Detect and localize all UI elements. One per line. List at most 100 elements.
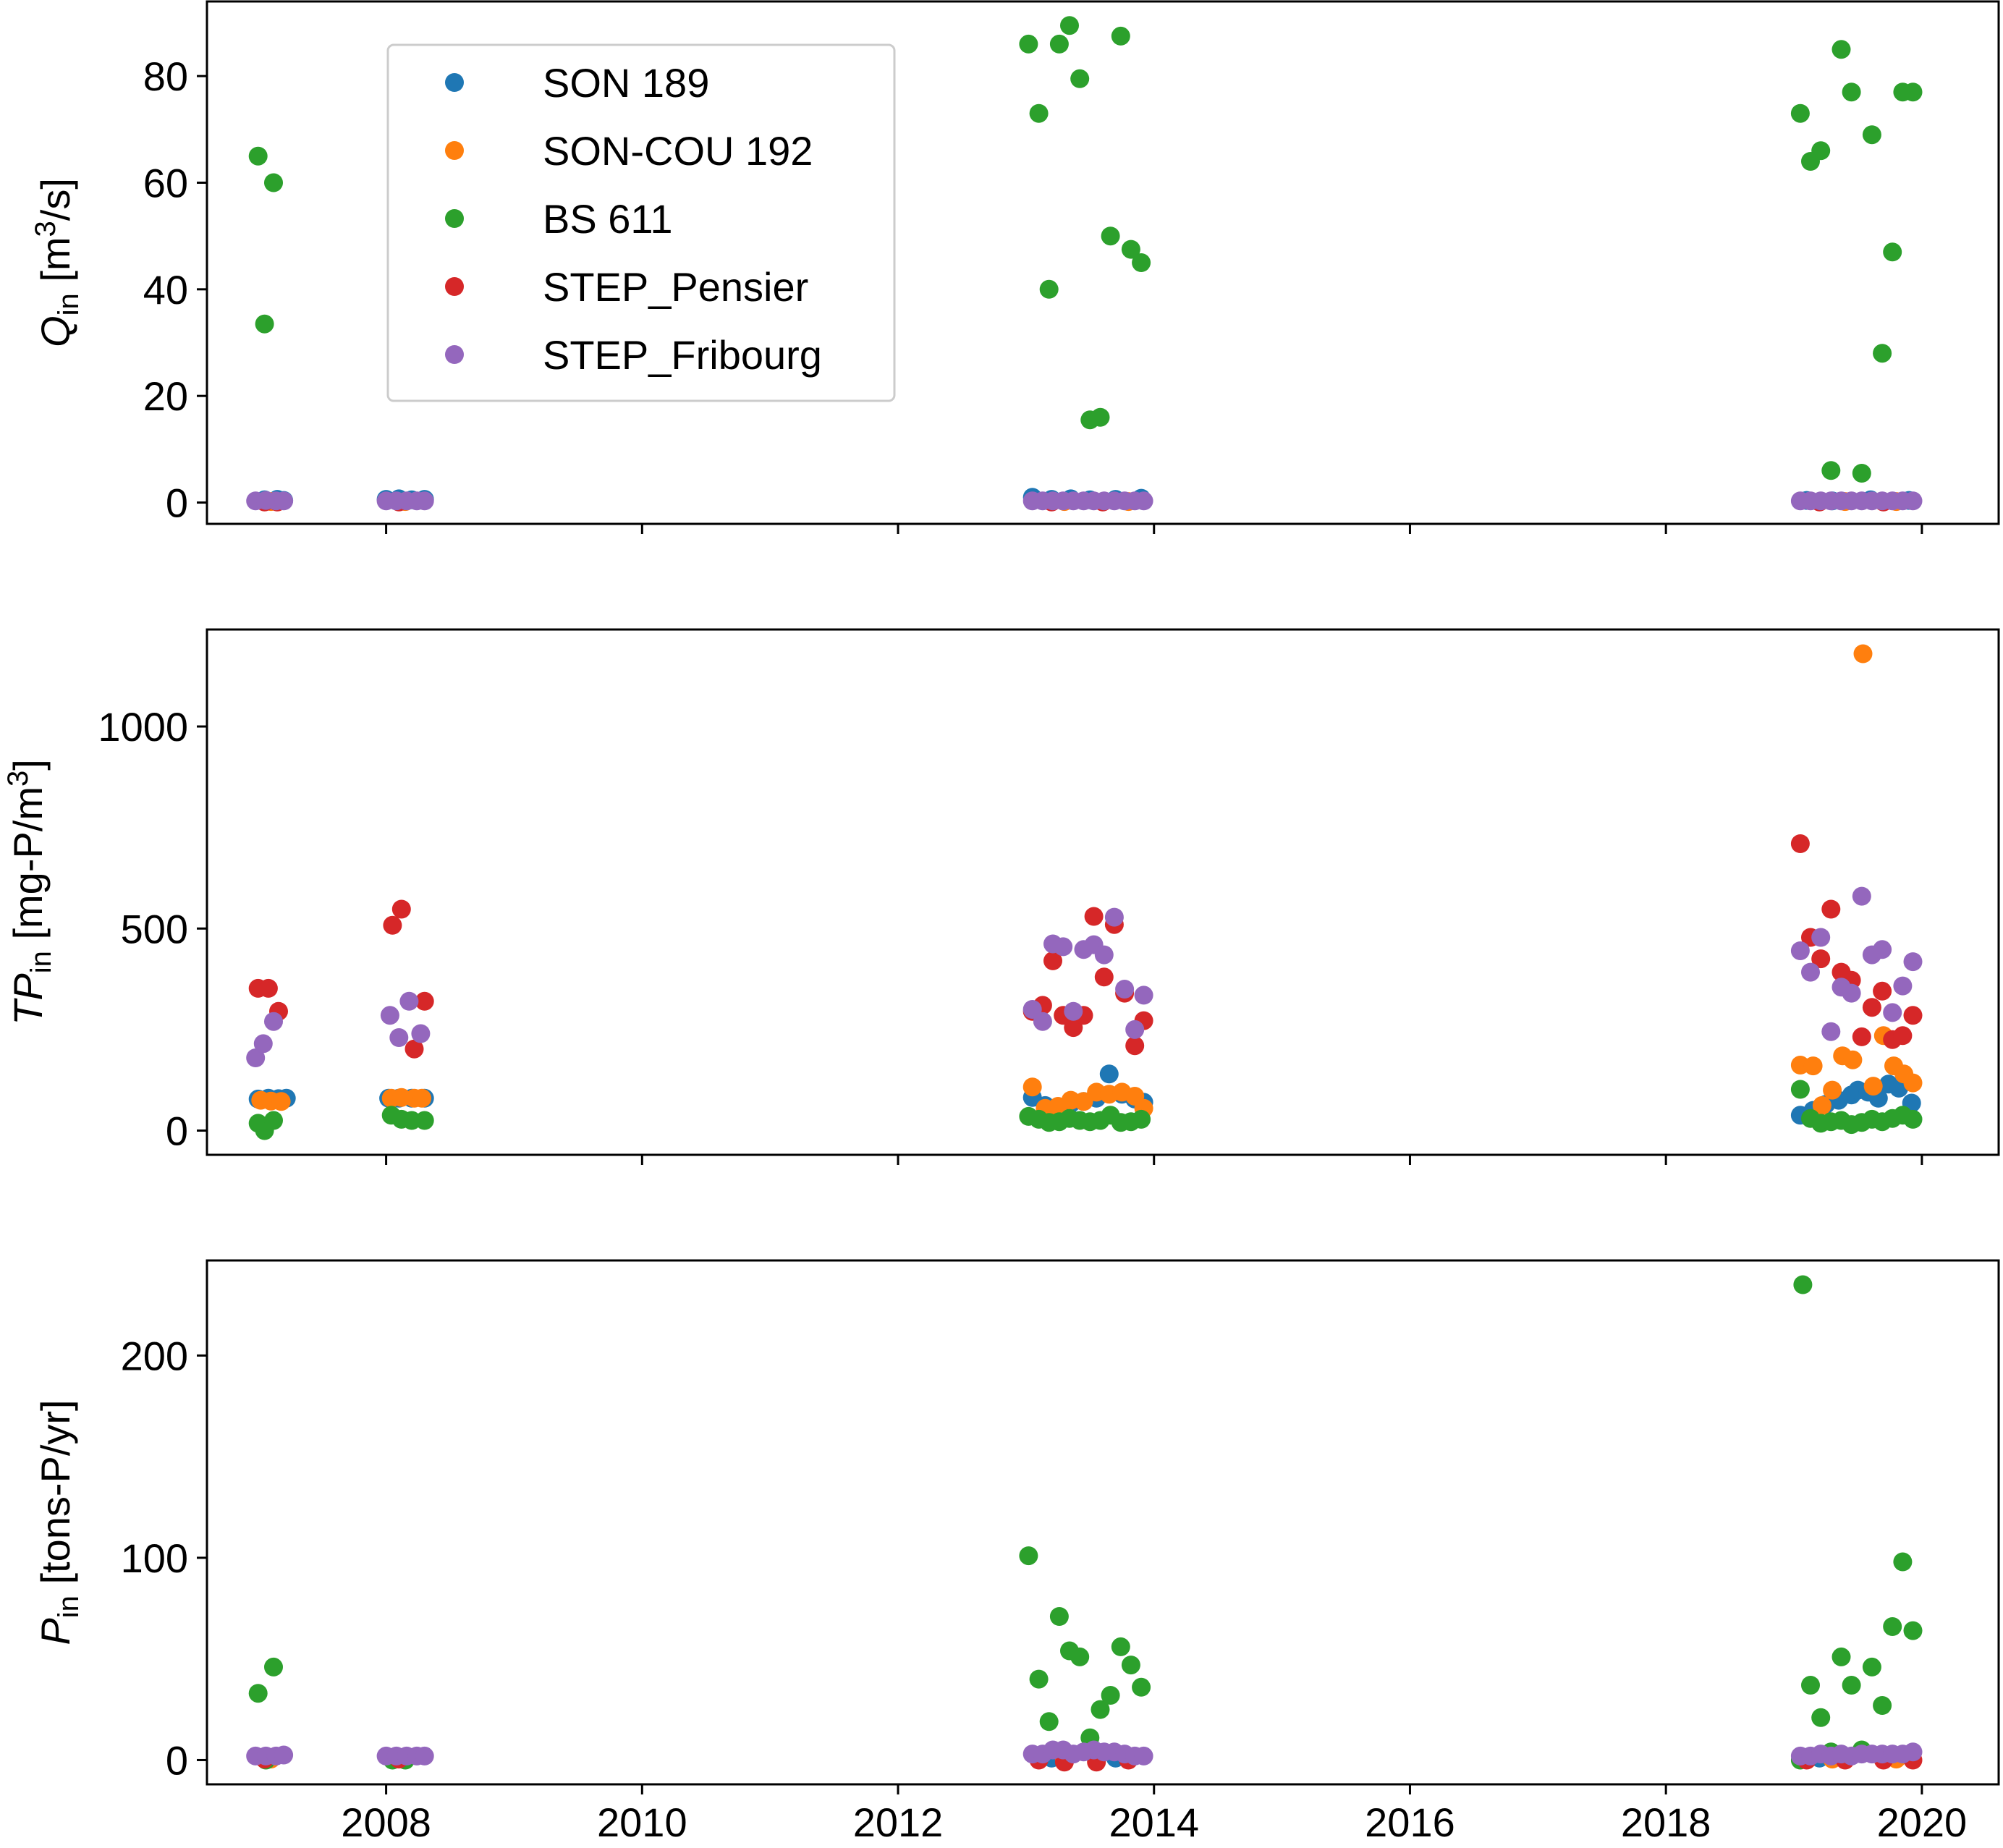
data-point: [1094, 967, 1114, 987]
data-point: [255, 314, 274, 334]
legend-marker: [445, 141, 464, 160]
data-point: [1883, 1617, 1902, 1636]
data-point: [1111, 1637, 1130, 1656]
data-point: [1903, 1621, 1923, 1640]
data-point: [1853, 644, 1873, 664]
data-point: [1842, 983, 1861, 1003]
y-tick-label: 200: [121, 1333, 188, 1378]
legend-label: STEP_Fribourg: [543, 332, 822, 378]
y-label-subscript: in: [25, 951, 57, 973]
data-point: [1101, 1686, 1120, 1705]
data-point: [1029, 103, 1049, 123]
series-2: [248, 16, 1923, 483]
data-point: [1039, 1712, 1059, 1732]
data-point: [1832, 40, 1851, 59]
data-point: [1903, 491, 1923, 511]
data-point: [1903, 1006, 1923, 1025]
data-point: [1903, 952, 1923, 972]
data-point: [1803, 1056, 1823, 1076]
y-axis-label: Qin [m3/s]: [30, 178, 85, 347]
legend-label: BS 611: [543, 196, 673, 242]
x-tick-label: 2014: [1109, 1800, 1199, 1845]
y-label-subscript: in: [53, 1595, 85, 1618]
data-point: [405, 1039, 424, 1059]
data-point: [1054, 937, 1073, 957]
y-tick-label: 0: [166, 1108, 188, 1153]
data-point: [274, 1745, 294, 1765]
data-point: [1793, 1275, 1813, 1294]
y-tick-label: 100: [121, 1535, 188, 1581]
y-tick-label: 40: [143, 267, 188, 313]
data-point: [1842, 1676, 1861, 1695]
data-point: [264, 1111, 283, 1130]
data-point: [1115, 980, 1135, 999]
y-label-superscript: 3: [2, 771, 34, 787]
y-label-unit: [tons-P/yr]: [33, 1399, 78, 1595]
scatter-points: [246, 16, 1923, 512]
data-point: [258, 978, 278, 998]
axes-frame: [206, 1259, 2000, 1786]
legend-marker: [445, 209, 464, 228]
series-1: [251, 644, 1923, 1118]
data-point: [389, 1028, 409, 1047]
data-point: [1801, 962, 1820, 982]
x-tick-label: 2018: [1621, 1800, 1711, 1845]
data-point: [1903, 1073, 1923, 1093]
series-4: [246, 1740, 1923, 1766]
data-point: [264, 1657, 283, 1677]
legend: SON 189 SON-COU 192 BS 611 STEP_Pensier STEP…: [386, 43, 896, 402]
data-point: [1903, 1742, 1923, 1762]
data-point: [1862, 998, 1881, 1017]
series-2: [248, 1080, 1923, 1140]
data-point: [1104, 907, 1124, 927]
data-point: [253, 1034, 273, 1054]
data-point: [1903, 1109, 1923, 1129]
y-tick-label: 0: [166, 480, 188, 526]
data-point: [1132, 253, 1151, 272]
data-point: [399, 991, 419, 1011]
data-point: [1022, 1077, 1042, 1097]
data-point: [1039, 279, 1059, 299]
x-tick-label: 2012: [853, 1800, 944, 1845]
data-point: [1823, 1080, 1842, 1100]
y-tick-label: 60: [143, 160, 188, 205]
data-point: [1121, 1656, 1140, 1675]
data-point: [1821, 461, 1841, 480]
legend-label: SON 189: [543, 60, 709, 106]
data-point: [1134, 491, 1153, 511]
data-point: [1832, 1647, 1851, 1666]
data-point: [1060, 16, 1079, 35]
y-label-symbol: P: [33, 1618, 78, 1645]
data-point: [1811, 1708, 1831, 1727]
data-point: [1019, 1546, 1038, 1566]
data-point: [1873, 344, 1892, 363]
y-tick-label: 80: [143, 54, 188, 99]
data-point: [1790, 103, 1810, 123]
data-point: [246, 1048, 266, 1067]
legend-marker: [445, 277, 464, 296]
data-point: [1094, 945, 1114, 965]
y-tick-label: 1000: [98, 704, 188, 750]
data-point: [1134, 1746, 1153, 1766]
data-point: [1883, 242, 1902, 262]
panel-2: 0 500 1000 TPin [mg-P/m3]: [2, 628, 2000, 1165]
axes-frame: [206, 0, 2000, 525]
data-point: [1029, 1669, 1049, 1689]
y-label-symbol: TP: [5, 973, 51, 1025]
series-4: [246, 491, 1923, 511]
legend-marker: [445, 345, 464, 364]
data-point: [1893, 1026, 1913, 1046]
panel-3: 0 100 200 2008 2010 2012 2014 2016 2018 2020 Pin […: [33, 1259, 2000, 1845]
axes-frame: [206, 628, 2000, 1156]
y-label-superscript: 3: [30, 221, 62, 237]
data-point: [248, 146, 268, 166]
data-point: [411, 1024, 431, 1043]
y-label-unit: [m: [33, 237, 78, 293]
data-point: [1821, 899, 1841, 919]
data-point: [391, 899, 411, 919]
data-point: [383, 915, 402, 935]
data-point: [264, 173, 283, 192]
data-point: [1811, 141, 1831, 161]
